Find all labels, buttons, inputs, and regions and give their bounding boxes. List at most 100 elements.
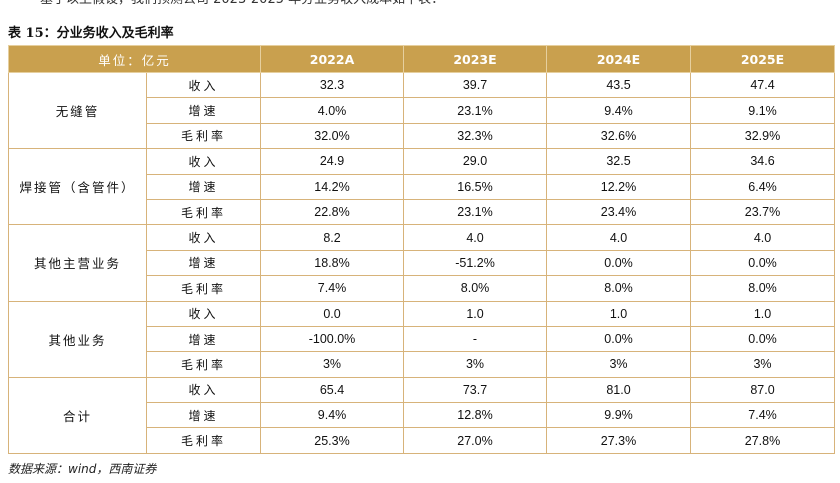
segment-name: 无缝管 bbox=[8, 71, 147, 150]
value-cell: 32.3% bbox=[403, 122, 548, 150]
metric-label: 增速 bbox=[145, 97, 262, 124]
value-cell: 0.0% bbox=[546, 325, 692, 353]
value-cell: 23.7% bbox=[690, 198, 836, 226]
value-cell: 87.0 bbox=[690, 376, 836, 404]
table-row: 毛利率 3% 3% 3% 3% bbox=[9, 351, 836, 378]
metric-label: 毛利率 bbox=[145, 427, 262, 454]
value-cell: 9.9% bbox=[546, 402, 692, 429]
value-cell: 23.1% bbox=[403, 198, 548, 226]
value-cell: 0.0 bbox=[260, 300, 405, 327]
value-cell: 14.2% bbox=[260, 173, 405, 200]
value-cell: 0.0% bbox=[690, 325, 836, 353]
value-cell: 1.0 bbox=[403, 300, 548, 327]
value-cell: 1.0 bbox=[546, 300, 692, 327]
value-cell: 32.0% bbox=[260, 122, 405, 150]
value-cell: 4.0 bbox=[546, 224, 692, 251]
revenue-margin-table: 单位：亿元 2022A 2023E 2024E 2025E 无缝管 收入 32.3 3… bbox=[7, 45, 836, 454]
value-cell: 81.0 bbox=[546, 376, 692, 404]
value-cell: 8.2 bbox=[260, 224, 405, 251]
value-cell: 4.0 bbox=[403, 224, 548, 251]
value-cell: 4.0 bbox=[690, 224, 836, 251]
segment-name: 其他业务 bbox=[8, 300, 147, 378]
segment-name: 合计 bbox=[8, 376, 147, 454]
year-header: 2024E bbox=[546, 45, 692, 73]
value-cell: -51.2% bbox=[403, 249, 548, 277]
table-caption: 表 15：分业务收入及毛利率 bbox=[8, 26, 174, 41]
header-row: 单位：亿元 2022A 2023E 2024E 2025E bbox=[7, 45, 836, 73]
metric-label: 增速 bbox=[145, 325, 262, 353]
value-cell: 9.4% bbox=[546, 97, 692, 124]
table-row: 焊接管（含管件） 收入 24.9 29.0 32.5 34.6 bbox=[8, 148, 836, 226]
metric-label: 收入 bbox=[145, 148, 262, 175]
value-cell: 39.7 bbox=[403, 71, 548, 99]
metric-label: 毛利率 bbox=[145, 351, 262, 378]
value-cell: 7.4% bbox=[690, 402, 836, 429]
value-cell: 16.5% bbox=[403, 173, 548, 200]
metric-label: 毛利率 bbox=[145, 198, 262, 226]
value-cell: 73.7 bbox=[403, 376, 548, 404]
value-cell: 3% bbox=[546, 351, 692, 378]
value-cell: 43.5 bbox=[546, 71, 692, 99]
segment-name: 焊接管（含管件） bbox=[8, 148, 147, 226]
year-header: 2023E bbox=[403, 45, 548, 73]
value-cell: 27.8% bbox=[690, 427, 836, 454]
value-cell: 32.6% bbox=[546, 122, 692, 150]
value-cell: 22.8% bbox=[260, 198, 405, 226]
value-cell: 65.4 bbox=[260, 376, 405, 404]
value-cell: 23.1% bbox=[403, 97, 548, 124]
value-cell: 23.4% bbox=[546, 198, 692, 226]
table-row: 毛利率 32.0% 32.3% 32.6% 32.9% bbox=[9, 122, 836, 150]
value-cell: -100.0% bbox=[260, 325, 405, 353]
value-cell: 27.0% bbox=[403, 427, 548, 454]
year-header: 2022A bbox=[260, 45, 405, 73]
value-cell: 7.4% bbox=[260, 275, 405, 302]
value-cell: 0.0% bbox=[690, 249, 836, 277]
table-row: 其他主营业务 收入 8.2 4.0 4.0 4.0 bbox=[8, 224, 836, 302]
value-cell: 8.0% bbox=[403, 275, 548, 302]
table-row: 增速 4.0% 23.1% 9.4% 9.1% bbox=[9, 97, 836, 124]
metric-label: 增速 bbox=[145, 402, 262, 429]
value-cell: 34.6 bbox=[690, 148, 836, 175]
value-cell: 3% bbox=[403, 351, 548, 378]
value-cell: 29.0 bbox=[403, 148, 548, 175]
value-cell: 12.8% bbox=[403, 402, 548, 429]
table-row: 毛利率 7.4% 8.0% 8.0% 8.0% bbox=[9, 275, 836, 302]
value-cell: 18.8% bbox=[260, 249, 405, 277]
value-cell: 8.0% bbox=[690, 275, 836, 302]
table-row: 毛利率 22.8% 23.1% 23.4% 23.7% bbox=[9, 198, 836, 226]
table-row: 其他业务 收入 0.0 1.0 1.0 1.0 bbox=[8, 300, 836, 378]
metric-label: 收入 bbox=[145, 300, 262, 327]
value-cell: 24.9 bbox=[260, 148, 405, 175]
table-row: 增速 14.2% 16.5% 12.2% 6.4% bbox=[9, 173, 836, 200]
metric-label: 增速 bbox=[145, 249, 262, 277]
value-cell: 25.3% bbox=[260, 427, 405, 454]
table-row: 增速 9.4% 12.8% 9.9% 7.4% bbox=[9, 402, 836, 429]
value-cell: 12.2% bbox=[546, 173, 692, 200]
value-cell: 32.3 bbox=[260, 71, 405, 99]
value-cell: 0.0% bbox=[546, 249, 692, 277]
value-cell: 9.1% bbox=[690, 97, 836, 124]
metric-label: 收入 bbox=[145, 376, 262, 404]
metric-label: 收入 bbox=[145, 71, 262, 99]
value-cell: 3% bbox=[690, 351, 836, 378]
table-row: 毛利率 25.3% 27.0% 27.3% 27.8% bbox=[9, 427, 836, 454]
segment-name: 其他主营业务 bbox=[8, 224, 147, 302]
value-cell: 32.5 bbox=[546, 148, 692, 175]
data-source: 数据来源：wind，西南证券 bbox=[8, 462, 157, 476]
value-cell: 9.4% bbox=[260, 402, 405, 429]
value-cell: 1.0 bbox=[690, 300, 836, 327]
value-cell: 47.4 bbox=[690, 71, 836, 99]
year-header: 2025E bbox=[690, 45, 836, 73]
value-cell: 32.9% bbox=[690, 122, 836, 150]
intro-text: 基于以上假设，我们预测公司 2023-2025 年分业务收入成本如下表： bbox=[0, 0, 840, 10]
value-cell: - bbox=[403, 325, 548, 353]
metric-label: 毛利率 bbox=[145, 275, 262, 302]
value-cell: 8.0% bbox=[546, 275, 692, 302]
table-row: 增速 18.8% -51.2% 0.0% 0.0% bbox=[9, 249, 836, 277]
table-row: 合计 收入 65.4 73.7 81.0 87.0 bbox=[8, 376, 836, 454]
unit-header: 单位：亿元 bbox=[7, 45, 262, 73]
table-row: 无缝管 收入 32.3 39.7 43.5 47.4 bbox=[8, 71, 836, 150]
value-cell: 6.4% bbox=[690, 173, 836, 200]
value-cell: 27.3% bbox=[546, 427, 692, 454]
value-cell: 4.0% bbox=[260, 97, 405, 124]
